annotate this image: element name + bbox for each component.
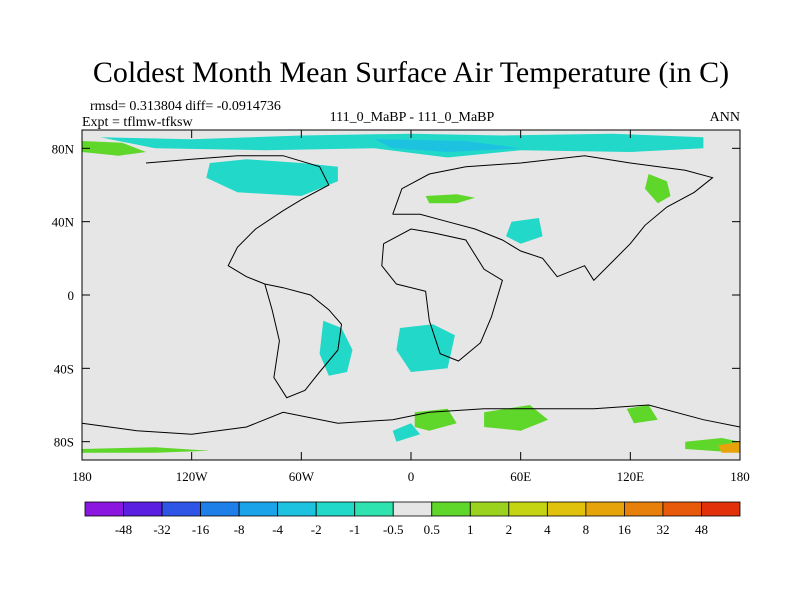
colorbar-swatch <box>84 501 124 517</box>
right-subtitle: ANN <box>710 110 740 125</box>
colorbar-swatch <box>161 501 201 517</box>
colorbar-label: -4 <box>272 522 283 537</box>
anomaly-regions <box>82 133 740 453</box>
x-tick-label: 60W <box>289 469 315 484</box>
colorbar-label: -32 <box>153 522 170 537</box>
coastline-4 <box>392 155 714 282</box>
coastlines <box>81 155 741 435</box>
colorbar-swatch <box>662 501 702 517</box>
region-antarctic-green-far-east <box>626 405 658 424</box>
x-tick-label: 120E <box>617 469 645 484</box>
coastline-3 <box>381 228 503 362</box>
colorbar-label: 32 <box>656 522 669 537</box>
colorbar-swatch <box>315 501 356 517</box>
colorbar-label: 1 <box>467 522 474 537</box>
colorbar-swatch <box>392 501 433 517</box>
coastline-1 <box>145 155 330 285</box>
colorbar-label: 4 <box>544 522 551 537</box>
x-tick-label: 180 <box>730 469 750 484</box>
colorbar-swatch <box>431 501 471 517</box>
colorbar-label: -8 <box>234 522 245 537</box>
center-subtitle: 111_0_MaBP - 111_0_MaBP <box>330 110 495 125</box>
region-north-pacific-green <box>82 141 146 156</box>
region-south-pole-green-west <box>82 447 210 453</box>
colorbar-swatch <box>508 501 548 517</box>
left-subtitle: Expt = tflmw-tfksw <box>82 115 193 130</box>
colorbar-label: 0.5 <box>424 522 440 537</box>
region-antarctic-cyan <box>392 423 421 442</box>
map-plot-area: 180 120W 60W 0 60E 120E 180 80N 40N 0 40S 80S <box>52 129 750 484</box>
region-africa-cyan <box>396 324 455 372</box>
x-tick-label: 0 <box>408 469 415 484</box>
region-asia-cyan-patch <box>506 218 543 244</box>
colorbar-swatch <box>277 501 317 517</box>
colorbar-swatch <box>585 501 625 517</box>
region-central-green-strip <box>425 194 475 204</box>
colorbar-label: -2 <box>311 522 322 537</box>
colorbar-swatch <box>200 501 240 517</box>
region-north-polar-deep-cyan <box>374 139 521 152</box>
region-east-asia-green <box>645 174 671 204</box>
colorbar-label: -0.5 <box>383 522 404 537</box>
colorbar-swatch <box>123 501 163 517</box>
colorbar-label: 2 <box>506 522 513 537</box>
coastline-5 <box>81 404 741 435</box>
colorbar-swatch <box>701 501 741 517</box>
colorbar-swatch <box>624 501 664 517</box>
colorbar-label: -1 <box>349 522 360 537</box>
colorbar-swatch <box>354 501 394 517</box>
y-tick-label: 80S <box>54 435 74 450</box>
region-north-america-cyan <box>206 159 338 196</box>
colorbar-swatch <box>469 501 510 517</box>
colorbar-label: 48 <box>695 522 708 537</box>
y-tick-label: 80N <box>52 141 75 156</box>
colorbar-swatch <box>238 501 279 517</box>
colorbar-label: -48 <box>115 522 132 537</box>
map-background <box>82 130 740 460</box>
stats-line: rmsd= 0.313804 diff= -0.0914736 <box>90 99 281 114</box>
colorbar-label: 16 <box>618 522 632 537</box>
colorbar-label: -16 <box>192 522 210 537</box>
coastline-2 <box>264 283 343 399</box>
y-tick-label: 40S <box>54 361 74 376</box>
chart-title: Coldest Month Mean Surface Air Temperatu… <box>93 56 729 89</box>
x-tick-label: 180 <box>72 469 92 484</box>
colorbar-swatch <box>546 501 587 517</box>
region-antarctic-green-east <box>484 405 549 431</box>
colorbar-label: 8 <box>583 522 590 537</box>
colorbar: -48 -32 -16 -8 -4 -2 -1 -0.5 0.5 1 2 4 8 16 32 48 <box>84 501 741 537</box>
y-tick-label: 0 <box>68 288 75 303</box>
y-tick-label: 40N <box>52 215 75 230</box>
region-south-pole-orange <box>718 441 740 453</box>
region-antarctic-green-west <box>414 408 457 431</box>
x-tick-label: 120W <box>176 469 209 484</box>
x-tick-label: 60E <box>510 469 531 484</box>
axis-ticks: 180 120W 60W 0 60E 120E 180 80N 40N 0 40S 80S <box>52 130 750 484</box>
